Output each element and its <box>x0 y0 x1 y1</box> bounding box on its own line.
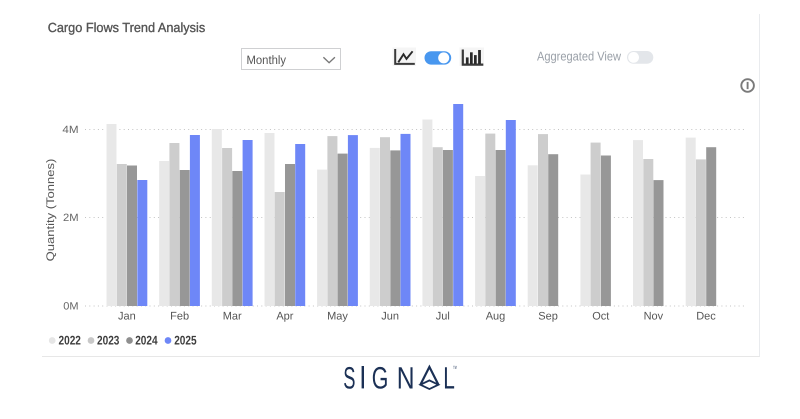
svg-text:Dec: Dec <box>696 311 716 323</box>
svg-text:Jul: Jul <box>436 311 450 323</box>
svg-text:Cargo Flows Trend Analysis: Cargo Flows Trend Analysis <box>48 20 206 35</box>
svg-text:2022: 2022 <box>59 334 81 348</box>
svg-text:TM: TM <box>453 365 456 370</box>
svg-text:Mar: Mar <box>223 311 242 323</box>
svg-text:Nov: Nov <box>644 311 664 323</box>
svg-text:0M: 0M <box>63 301 78 313</box>
svg-text:Aug: Aug <box>486 311 506 323</box>
svg-text:Aggregated View: Aggregated View <box>537 49 622 64</box>
svg-text:G: G <box>372 360 389 395</box>
svg-text:4M: 4M <box>62 124 78 136</box>
svg-text:Quantity (Tonnes): Quantity (Tonnes) <box>45 159 57 262</box>
svg-text:Feb: Feb <box>170 311 189 323</box>
svg-text:2025: 2025 <box>174 334 196 348</box>
svg-text:2M: 2M <box>63 212 79 224</box>
svg-text:Apr: Apr <box>276 311 293 323</box>
svg-text:Monthly: Monthly <box>247 53 287 67</box>
svg-text:Sep: Sep <box>538 311 558 323</box>
svg-text:Oct: Oct <box>592 311 609 323</box>
svg-text:May: May <box>327 311 348 323</box>
svg-text:2023: 2023 <box>97 334 119 348</box>
svg-text:Jun: Jun <box>381 311 399 323</box>
svg-text:2024: 2024 <box>135 334 157 348</box>
svg-text:N: N <box>397 360 415 395</box>
svg-text:Jan: Jan <box>118 311 136 323</box>
svg-text:S: S <box>343 360 355 395</box>
svg-text:L: L <box>443 360 455 395</box>
